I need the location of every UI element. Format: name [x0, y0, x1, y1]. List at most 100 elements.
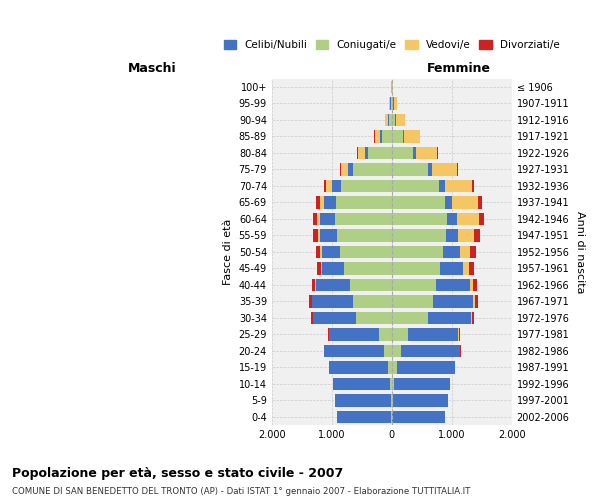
Bar	[368, 146, 392, 159]
Bar	[333, 378, 390, 390]
Text: Popolazione per età, sesso e stato civile - 2007: Popolazione per età, sesso e stato civil…	[12, 468, 343, 480]
Bar	[459, 328, 460, 340]
Bar	[309, 295, 311, 308]
Bar	[341, 163, 348, 175]
Bar	[313, 229, 317, 241]
Bar	[463, 262, 469, 274]
Bar	[317, 229, 320, 241]
Bar	[460, 246, 470, 258]
Bar	[353, 163, 392, 175]
Bar	[475, 295, 478, 308]
Bar	[340, 246, 392, 258]
Bar	[432, 163, 457, 175]
Bar	[379, 328, 392, 340]
Y-axis label: Fasce di età: Fasce di età	[223, 218, 233, 285]
Bar	[335, 394, 391, 406]
Bar	[452, 196, 478, 208]
Bar	[392, 344, 401, 357]
Bar	[473, 278, 478, 291]
Bar	[390, 378, 392, 390]
Bar	[316, 278, 350, 291]
Bar	[392, 278, 436, 291]
Bar	[392, 130, 403, 142]
Bar	[391, 98, 392, 110]
Bar	[322, 246, 340, 258]
Bar	[329, 328, 379, 340]
Bar	[437, 146, 439, 159]
Bar	[392, 212, 447, 225]
Bar	[440, 262, 463, 274]
Bar	[439, 180, 445, 192]
Bar	[312, 295, 353, 308]
Bar	[469, 262, 473, 274]
Bar	[320, 246, 322, 258]
Bar	[419, 130, 421, 142]
Bar	[320, 212, 335, 225]
Bar	[392, 81, 393, 93]
Bar	[416, 146, 437, 159]
Bar	[392, 246, 443, 258]
Bar	[348, 163, 353, 175]
Bar	[350, 278, 392, 291]
Bar	[311, 312, 313, 324]
Bar	[335, 212, 392, 225]
Bar	[404, 130, 419, 142]
Bar	[337, 410, 391, 423]
Bar	[392, 295, 433, 308]
Bar	[336, 196, 392, 208]
Bar	[446, 229, 458, 241]
Bar	[443, 246, 460, 258]
Bar	[313, 212, 317, 225]
Bar	[394, 378, 450, 390]
Bar	[474, 229, 480, 241]
Bar	[329, 361, 388, 374]
Bar	[317, 262, 321, 274]
Bar	[457, 163, 458, 175]
Text: Femmine: Femmine	[427, 62, 491, 75]
Bar	[392, 98, 393, 110]
Bar	[313, 312, 356, 324]
Bar	[392, 196, 445, 208]
Bar	[471, 312, 472, 324]
Bar	[388, 114, 389, 126]
Bar	[413, 146, 416, 159]
Bar	[457, 212, 479, 225]
Bar	[392, 361, 397, 374]
Bar	[389, 114, 392, 126]
Bar	[332, 180, 341, 192]
Bar	[445, 196, 452, 208]
Bar	[321, 262, 322, 274]
Bar	[408, 328, 458, 340]
Bar	[397, 361, 455, 374]
Bar	[392, 328, 408, 340]
Bar	[357, 146, 358, 159]
Bar	[478, 196, 482, 208]
Bar	[472, 180, 474, 192]
Bar	[353, 295, 392, 308]
Bar	[401, 344, 460, 357]
Bar	[320, 229, 337, 241]
Bar	[428, 163, 432, 175]
Bar	[392, 146, 413, 159]
Bar	[447, 212, 457, 225]
Bar	[388, 361, 392, 374]
Bar	[328, 328, 329, 340]
Bar	[317, 212, 320, 225]
Bar	[470, 246, 476, 258]
Bar	[365, 146, 368, 159]
Bar	[356, 312, 392, 324]
Bar	[324, 344, 384, 357]
Bar	[392, 229, 446, 241]
Y-axis label: Anni di nascita: Anni di nascita	[575, 210, 585, 293]
Bar	[391, 394, 392, 406]
Bar	[392, 262, 440, 274]
Bar	[358, 146, 365, 159]
Bar	[312, 278, 315, 291]
Bar	[392, 114, 395, 126]
Bar	[479, 212, 484, 225]
Text: Maschi: Maschi	[128, 62, 176, 75]
Bar	[470, 278, 473, 291]
Bar	[392, 410, 445, 423]
Bar	[382, 130, 392, 142]
Bar	[316, 246, 320, 258]
